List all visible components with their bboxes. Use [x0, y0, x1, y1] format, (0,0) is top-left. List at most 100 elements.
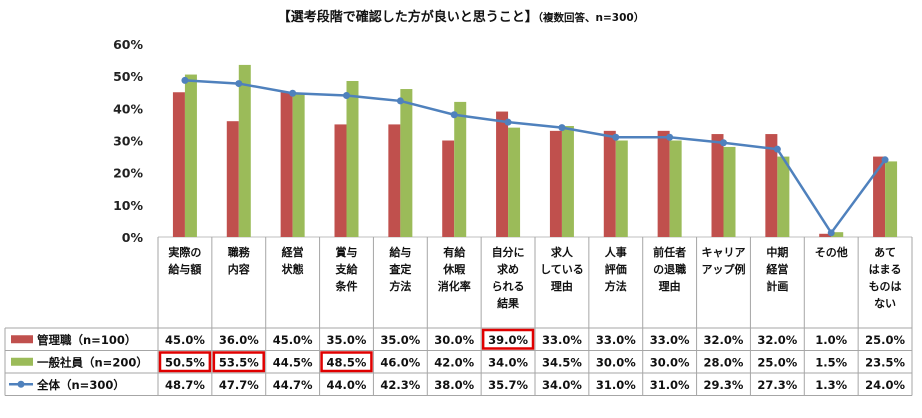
category-label: 人事	[605, 245, 627, 259]
bar-manager	[603, 130, 616, 237]
highlight-box	[212, 351, 265, 373]
table-cell-value: 31.0%	[650, 378, 690, 392]
bar-employee	[885, 161, 898, 237]
category-label: 実際の	[168, 245, 201, 259]
bar-employee	[669, 140, 682, 237]
highlight-box	[481, 328, 535, 350]
point-total	[181, 76, 189, 84]
table-cell-value: 25.0%	[757, 355, 797, 369]
chart-title-sub: （複数回答、n=300）	[537, 12, 645, 24]
category-label: 賞与	[336, 245, 358, 259]
legend-swatch-marker	[17, 380, 25, 388]
category-label: 求め	[497, 262, 519, 276]
table-cell-value: 48.5%	[327, 355, 367, 369]
bar-manager	[765, 134, 778, 237]
table-cell-value: 35.0%	[380, 333, 420, 347]
bar-employee	[508, 127, 521, 237]
table-cell-value: 44.0%	[327, 378, 367, 392]
category-label: 状態	[282, 262, 304, 276]
table-cell-value: 38.0%	[434, 378, 474, 392]
point-total	[720, 139, 727, 147]
point-total	[289, 89, 297, 97]
legend-swatch-1	[11, 357, 33, 366]
y-tick-label: 30%	[113, 134, 143, 149]
table-cell-value: 30.0%	[650, 355, 690, 369]
point-total	[235, 80, 243, 88]
y-tick-label: 60%	[113, 37, 143, 52]
table-cell-value: 36.0%	[219, 333, 259, 347]
table-cell-value: 32.0%	[704, 333, 744, 347]
bar-employee	[615, 140, 628, 237]
bar-manager	[496, 111, 509, 237]
table-cell-value: 34.5%	[542, 355, 582, 369]
table-cell-value: 24.0%	[865, 378, 905, 392]
table-cell-value: 1.5%	[815, 355, 847, 369]
highlight-box	[320, 351, 373, 373]
bar-employee	[561, 126, 574, 237]
category-label: 計画	[766, 279, 788, 293]
table-cell-value: 32.0%	[757, 333, 797, 347]
category-label: 経営	[282, 245, 304, 259]
table-cell-value: 29.3%	[704, 378, 744, 392]
bar-manager	[172, 92, 185, 237]
category-label: 中期	[766, 245, 788, 259]
y-tick-label: 0%	[122, 230, 144, 245]
table-row-label: 一般社員（n=200）	[37, 355, 148, 369]
bar-employee	[238, 64, 251, 238]
point-total	[450, 111, 458, 119]
table-cell-value: 34.0%	[488, 355, 528, 369]
table-cell-value: 30.0%	[434, 333, 474, 347]
category-label: 給与	[389, 245, 411, 259]
highlight-box	[158, 351, 212, 373]
y-tick-label: 10%	[113, 198, 143, 213]
point-total	[558, 124, 566, 132]
table-cell-value: 44.5%	[273, 355, 313, 369]
bar-employee	[454, 101, 467, 238]
category-label: 休暇	[442, 262, 465, 276]
table-cell-value: 50.5%	[165, 355, 205, 369]
table-cell-value: 53.5%	[219, 355, 259, 369]
bar-manager	[549, 130, 562, 237]
bar-manager	[819, 233, 832, 237]
category-label: の退職	[653, 262, 686, 276]
table-cell-value: 46.0%	[380, 355, 420, 369]
table-cell-value: 45.0%	[273, 333, 313, 347]
category-label: 評価	[605, 262, 627, 276]
bar-manager	[442, 140, 455, 237]
table-cell-value: 23.5%	[865, 355, 905, 369]
table-cell-value: 31.0%	[596, 378, 636, 392]
table-cell-value: 33.0%	[596, 333, 636, 347]
chart-title-main: 【選考段階で確認した方が良いと思うこと】	[277, 10, 538, 25]
category-label: 求人	[551, 245, 574, 259]
bar-employee	[346, 80, 359, 237]
table-cell-value: 42.0%	[434, 355, 474, 369]
y-tick-label: 50%	[113, 69, 143, 84]
bar-manager	[711, 134, 724, 237]
bar-manager	[334, 124, 347, 237]
category-label: 職務	[228, 245, 251, 259]
legend-swatch-0	[11, 335, 33, 344]
table-cell-value: 39.0%	[488, 333, 528, 347]
table-cell-value: 48.7%	[165, 378, 205, 392]
bar-manager	[226, 121, 239, 237]
bar-employee	[777, 156, 790, 237]
point-total	[881, 156, 889, 164]
line-total	[184, 79, 887, 236]
point-total	[343, 91, 350, 99]
category-label: 査定	[389, 262, 411, 276]
table-row-label: 全体（n=300）	[36, 378, 125, 392]
category-label: 条件	[335, 279, 358, 293]
table-row-label: 管理職（n=100）	[37, 333, 136, 347]
category-label: 内容	[228, 262, 250, 276]
category-label: 理由	[659, 279, 681, 293]
category-label: 自分に	[492, 245, 525, 259]
bar-employee	[292, 93, 305, 237]
category-label: 方法	[605, 279, 627, 293]
point-total	[612, 133, 620, 141]
category-label: 理由	[551, 279, 573, 293]
table-cell-value: 1.3%	[815, 378, 847, 392]
category-label: その他	[815, 245, 848, 259]
point-total	[666, 133, 674, 141]
category-label: あて	[874, 246, 896, 259]
